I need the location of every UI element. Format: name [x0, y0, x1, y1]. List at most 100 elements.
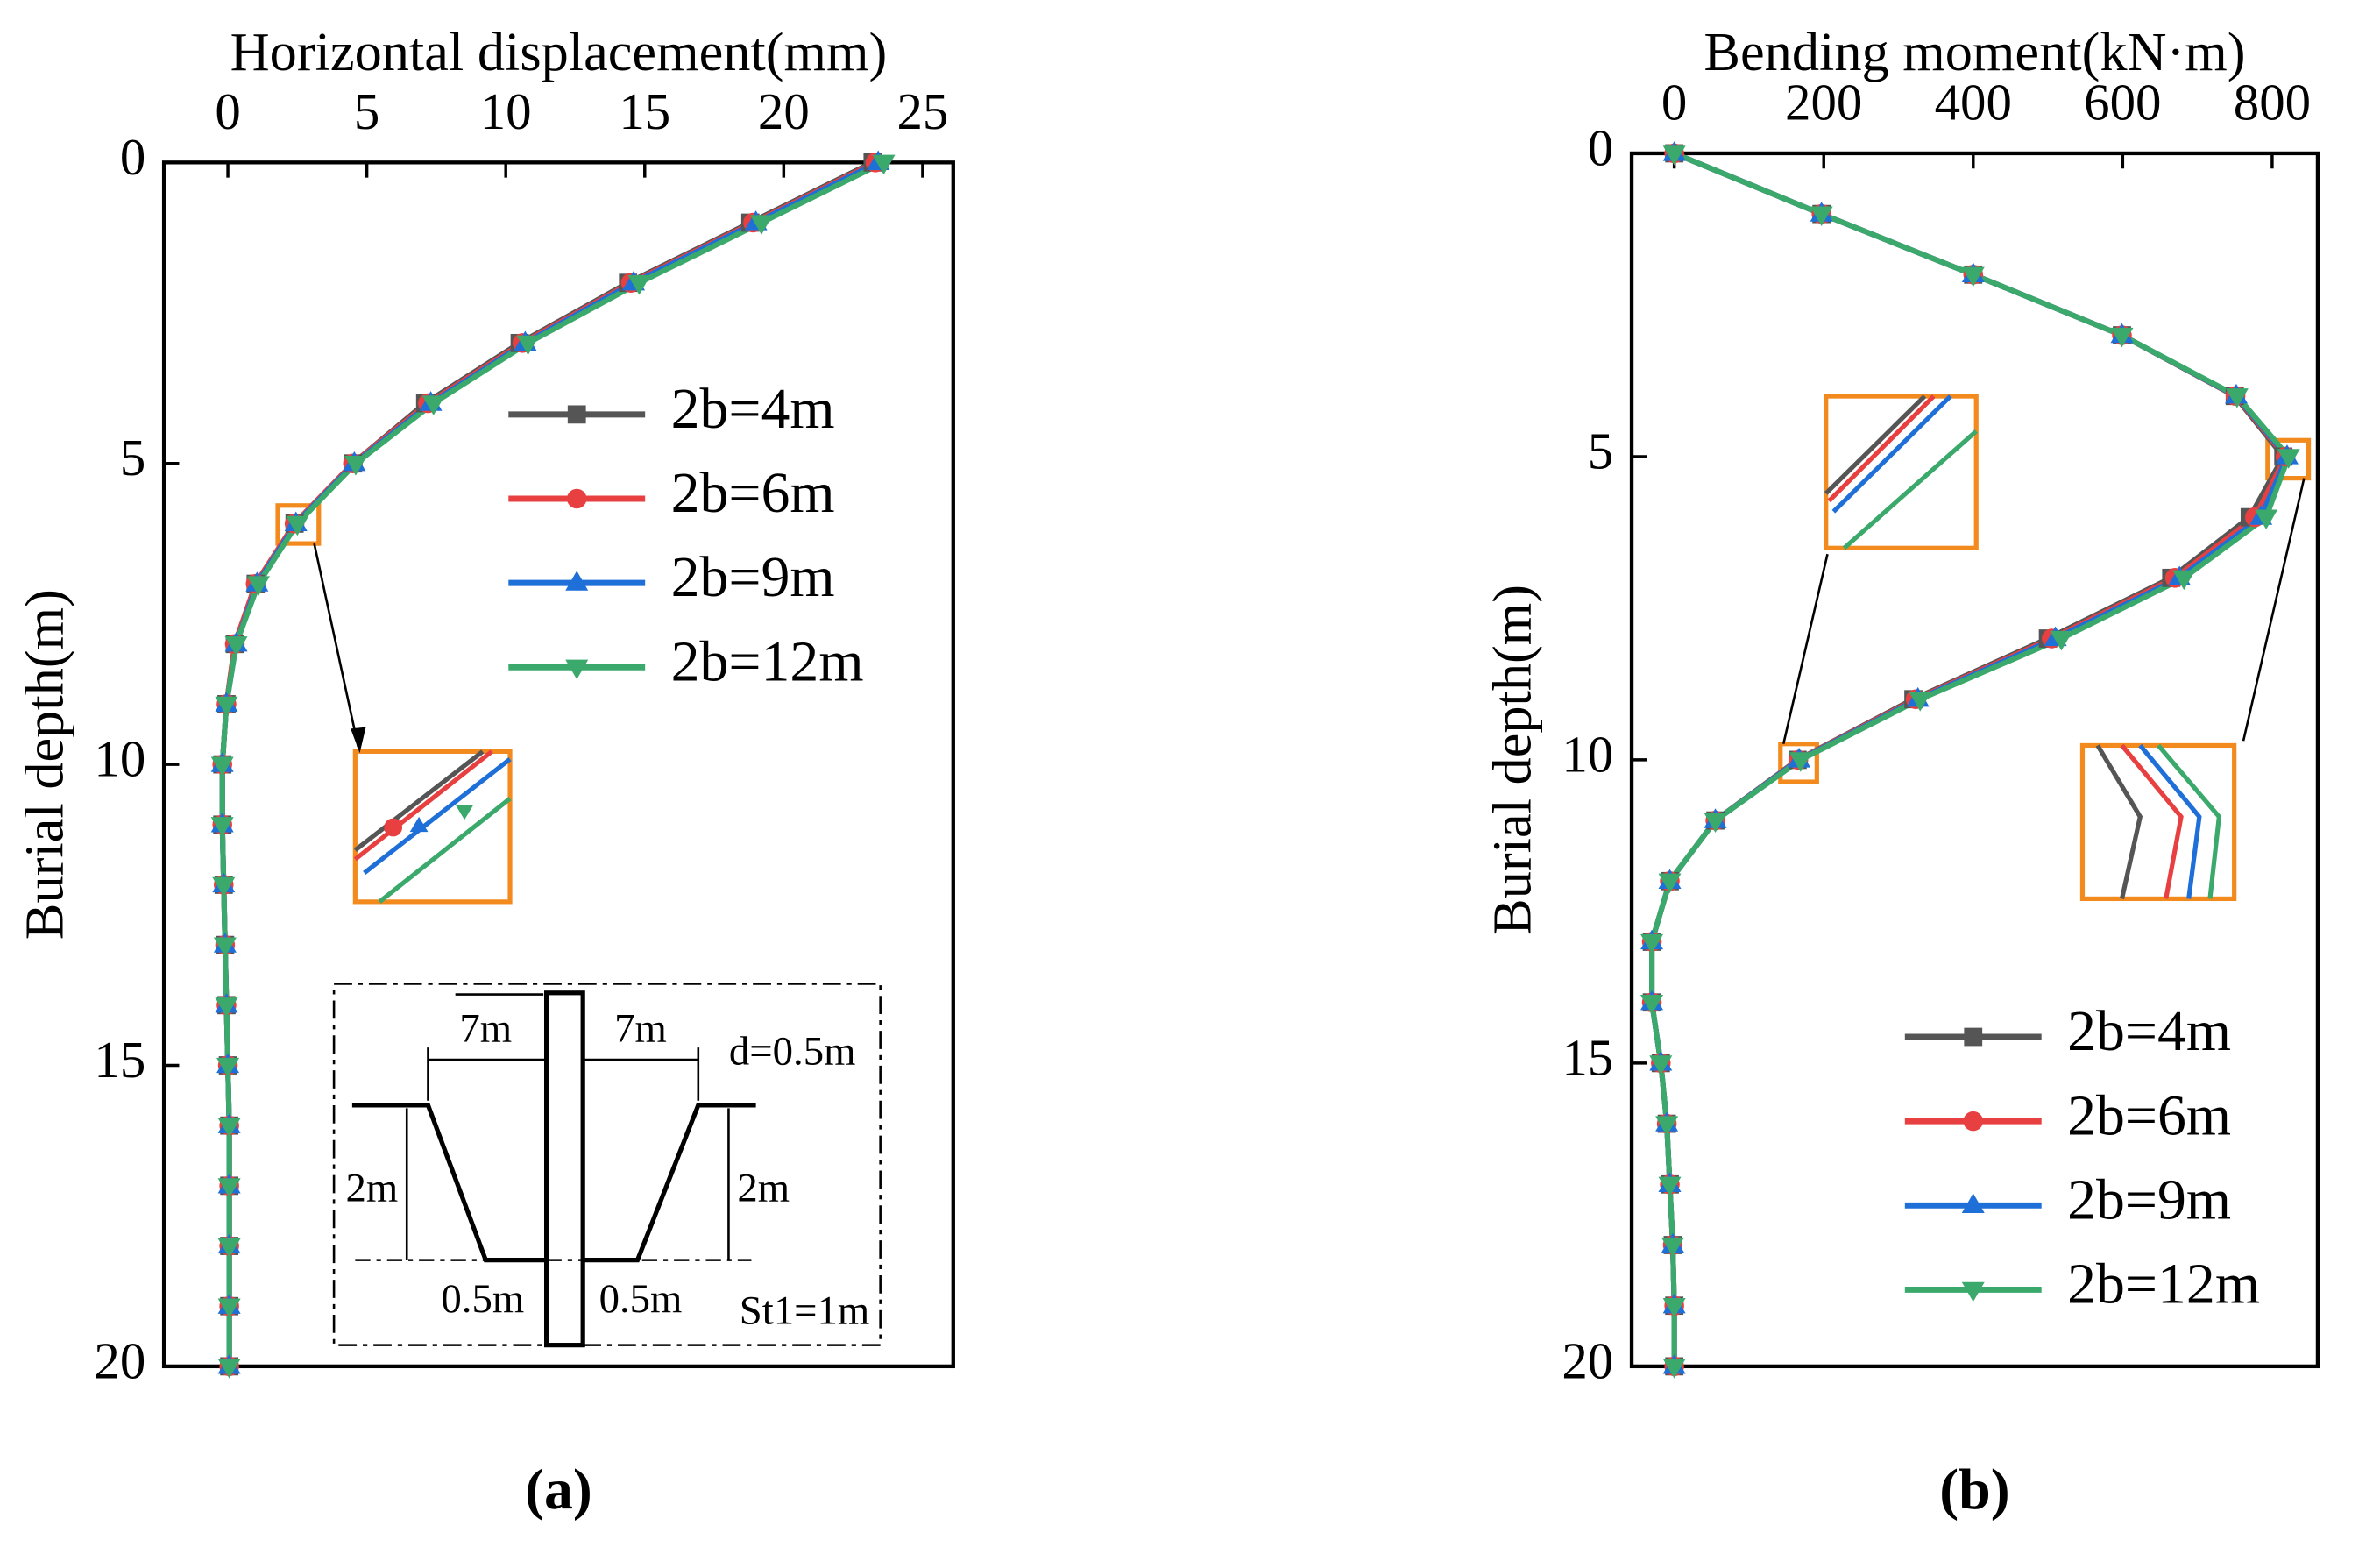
- marker: [749, 215, 773, 235]
- zoom-source: [1778, 742, 1819, 784]
- marker: [212, 876, 236, 898]
- marker: [344, 456, 367, 476]
- x-tick-label: 800: [2234, 74, 2311, 131]
- marker: [1704, 813, 1727, 833]
- diagram-label: 0.5m: [441, 1276, 524, 1322]
- panel-label: (b): [1939, 1458, 2009, 1522]
- diagram-label: 7m: [614, 1006, 667, 1052]
- marker: [2172, 570, 2196, 591]
- marker: [213, 937, 237, 957]
- marker: [217, 1238, 241, 1259]
- legend-label: 2b=6m: [2067, 1083, 2231, 1147]
- y-tick-label: 20: [1562, 1332, 1613, 1389]
- arrow: [1781, 553, 1829, 745]
- legend-label: 2b=6m: [671, 461, 835, 525]
- arrow: [2242, 478, 2306, 742]
- legend-marker: [1961, 1281, 1985, 1302]
- arrow: [313, 543, 360, 748]
- marker: [1640, 995, 1664, 1015]
- marker: [1662, 1359, 1686, 1379]
- legend-label: 2b=9m: [2067, 1167, 2231, 1231]
- marker: [210, 817, 234, 837]
- y-axis-label: Burial depth(m): [1482, 585, 1542, 935]
- zoom-box: [352, 749, 513, 905]
- marker: [2050, 630, 2073, 651]
- x-tick-label: 0: [215, 83, 240, 140]
- zoom-source: [2265, 437, 2312, 481]
- diagram-label: 2m: [346, 1165, 399, 1210]
- marker: [1662, 1298, 1686, 1318]
- marker: [217, 1359, 241, 1379]
- diagram-label: St1=1m: [740, 1288, 869, 1334]
- marker: [2225, 388, 2249, 408]
- legend-marker: [567, 405, 586, 424]
- x-tick-label: 10: [480, 83, 532, 140]
- y-tick-label: 15: [1562, 1029, 1613, 1086]
- y-tick-label: 5: [1588, 422, 1613, 479]
- marker: [1789, 752, 1812, 772]
- legend-marker: [1964, 1027, 1983, 1047]
- legend-marker: [565, 571, 589, 591]
- y-tick-label: 0: [1588, 119, 1613, 176]
- marker: [217, 1178, 241, 1198]
- legend-label: 2b=4m: [671, 377, 835, 441]
- marker: [215, 997, 238, 1018]
- marker: [627, 275, 651, 295]
- legend-label: 2b=12m: [671, 629, 864, 693]
- x-tick-label: 200: [1785, 74, 1862, 131]
- x-tick-label: 0: [1661, 74, 1687, 131]
- dimension-lines: [405, 993, 730, 1260]
- marker: [1640, 933, 1664, 954]
- diagram-label: 7m: [459, 1006, 512, 1052]
- legend-marker: [1961, 1193, 1985, 1213]
- marker: [1661, 1237, 1684, 1258]
- pile: [543, 990, 585, 1348]
- marker: [2277, 449, 2300, 469]
- trench: [351, 1103, 756, 1263]
- zoom-detail: [353, 749, 512, 904]
- arrowhead: [351, 727, 366, 754]
- marker: [216, 1057, 240, 1078]
- panel-label: (a): [525, 1458, 592, 1522]
- marker: [246, 576, 270, 596]
- legend-marker: [1963, 1111, 1984, 1132]
- marker: [1658, 873, 1682, 894]
- marker: [217, 1118, 241, 1139]
- marker: [217, 1298, 241, 1319]
- diagram-label: d=0.5m: [729, 1029, 856, 1075]
- legend-label: 2b=12m: [2067, 1253, 2260, 1316]
- y-tick-label: 0: [120, 129, 145, 186]
- marker: [2110, 327, 2134, 348]
- marker: [872, 154, 896, 175]
- x-tick-label: 5: [354, 83, 379, 140]
- chart-title: Bending moment(kN·m): [1704, 22, 2245, 82]
- marker: [516, 335, 540, 356]
- y-tick-label: 15: [94, 1032, 145, 1089]
- y-tick-label: 10: [1562, 726, 1613, 783]
- y-tick-label: 10: [94, 731, 145, 788]
- y-tick-label: 20: [94, 1332, 145, 1389]
- marker: [1655, 1116, 1679, 1136]
- diagram-label: 2m: [737, 1165, 790, 1210]
- x-tick-label: 20: [758, 83, 810, 140]
- legend-marker: [565, 659, 589, 680]
- marker: [1909, 692, 1932, 712]
- marker: [1810, 206, 1833, 226]
- marker: [286, 515, 309, 536]
- marker: [210, 756, 234, 777]
- chart-title: Horizontal displacement(mm): [230, 22, 888, 82]
- marker: [2255, 509, 2278, 529]
- zoom-box: [2079, 742, 2237, 901]
- x-tick-label: 400: [1935, 74, 2012, 131]
- x-tick-label: 15: [619, 83, 670, 140]
- marker: [1649, 1055, 1673, 1075]
- y-axis-label: Burial depth(m): [15, 589, 75, 940]
- y-tick-label: 5: [120, 429, 145, 486]
- zoom-box: [1824, 394, 1979, 550]
- marker: [1662, 145, 1686, 166]
- plot-frame: [161, 160, 955, 1369]
- marker: [421, 395, 445, 415]
- x-tick-label: 600: [2084, 74, 2161, 131]
- zoom-detail: [1824, 394, 2222, 899]
